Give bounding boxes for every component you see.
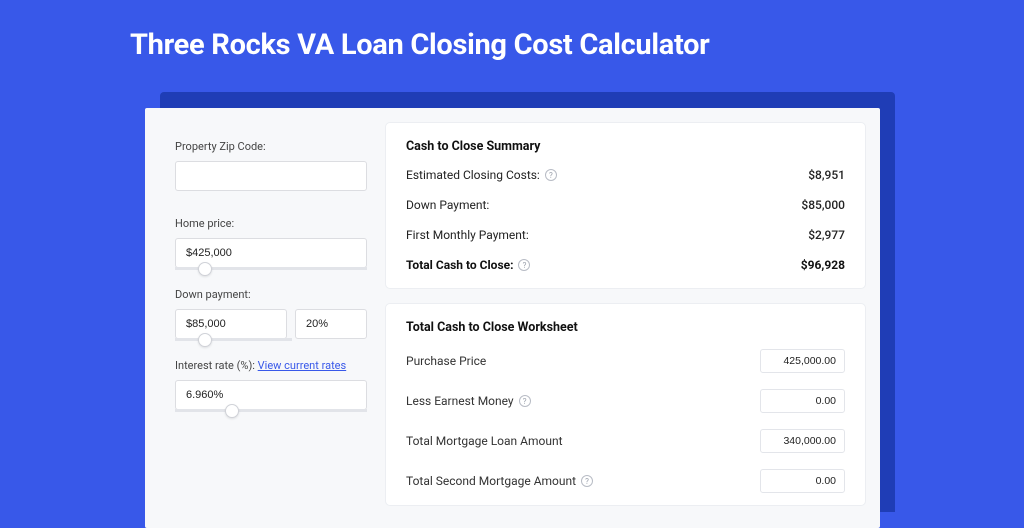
inputs-column: Property Zip Code: Home price: Down paym…: [145, 108, 385, 528]
summary-row: Estimated Closing Costs: ? $8,951: [406, 168, 845, 182]
worksheet-row-label: Total Mortgage Loan Amount: [406, 434, 563, 448]
down-payment-slider-thumb[interactable]: [198, 333, 212, 347]
summary-row-value: $2,977: [808, 228, 845, 242]
worksheet-value-input[interactable]: [760, 389, 845, 413]
summary-row-label: Estimated Closing Costs: ?: [406, 168, 557, 182]
summary-title: Cash to Close Summary: [406, 139, 845, 154]
summary-row-total: Total Cash to Close: ? $96,928: [406, 258, 845, 272]
interest-rate-slider[interactable]: [175, 409, 367, 412]
summary-row-label: Down Payment:: [406, 198, 489, 212]
worksheet-label-text: Less Earnest Money: [406, 394, 514, 408]
view-rates-link[interactable]: View current rates: [258, 359, 347, 372]
worksheet-value-input[interactable]: [760, 469, 845, 493]
summary-label-text: Total Cash to Close:: [406, 258, 513, 272]
home-price-slider[interactable]: [175, 267, 367, 270]
summary-row-value: $8,951: [808, 168, 845, 182]
worksheet-panel: Total Cash to Close Worksheet Purchase P…: [385, 303, 866, 506]
help-icon[interactable]: ?: [519, 395, 531, 407]
interest-rate-label-text: Interest rate (%):: [175, 359, 258, 372]
summary-row: Down Payment: $85,000: [406, 198, 845, 212]
worksheet-label-text: Total Second Mortgage Amount: [406, 474, 576, 488]
summary-row-label: Total Cash to Close: ?: [406, 258, 530, 272]
summary-row-value: $96,928: [801, 258, 845, 272]
worksheet-row-label: Less Earnest Money ?: [406, 394, 531, 408]
help-icon[interactable]: ?: [518, 259, 530, 271]
zip-input[interactable]: [175, 161, 367, 191]
worksheet-row: Total Mortgage Loan Amount: [406, 429, 845, 453]
home-price-label: Home price:: [175, 217, 367, 230]
help-icon[interactable]: ?: [545, 169, 557, 181]
down-payment-input[interactable]: [175, 309, 287, 339]
worksheet-row-label: Total Second Mortgage Amount ?: [406, 474, 593, 488]
worksheet-value-input[interactable]: [760, 429, 845, 453]
interest-rate-slider-thumb[interactable]: [225, 404, 239, 418]
summary-label-text: Estimated Closing Costs:: [406, 168, 540, 182]
worksheet-row-label: Purchase Price: [406, 354, 486, 368]
down-payment-pct-input[interactable]: [295, 309, 367, 339]
worksheet-row: Purchase Price: [406, 349, 845, 373]
home-price-slider-thumb[interactable]: [198, 262, 212, 276]
summary-row-label: First Monthly Payment:: [406, 228, 529, 242]
summary-row: First Monthly Payment: $2,977: [406, 228, 845, 242]
worksheet-title: Total Cash to Close Worksheet: [406, 320, 845, 335]
interest-rate-input[interactable]: [175, 380, 367, 410]
down-payment-label: Down payment:: [175, 288, 367, 301]
worksheet-value-input[interactable]: [760, 349, 845, 373]
summary-row-value: $85,000: [801, 198, 845, 212]
worksheet-row: Less Earnest Money ?: [406, 389, 845, 413]
help-icon[interactable]: ?: [581, 475, 593, 487]
calculator-card: Property Zip Code: Home price: Down paym…: [145, 108, 880, 528]
page-title: Three Rocks VA Loan Closing Cost Calcula…: [0, 0, 1024, 84]
worksheet-row: Total Second Mortgage Amount ?: [406, 469, 845, 493]
summary-panel: Cash to Close Summary Estimated Closing …: [385, 122, 866, 289]
zip-label: Property Zip Code:: [175, 140, 367, 153]
down-payment-slider[interactable]: [175, 338, 292, 341]
interest-rate-label: Interest rate (%): View current rates: [175, 359, 367, 372]
results-column: Cash to Close Summary Estimated Closing …: [385, 108, 880, 528]
